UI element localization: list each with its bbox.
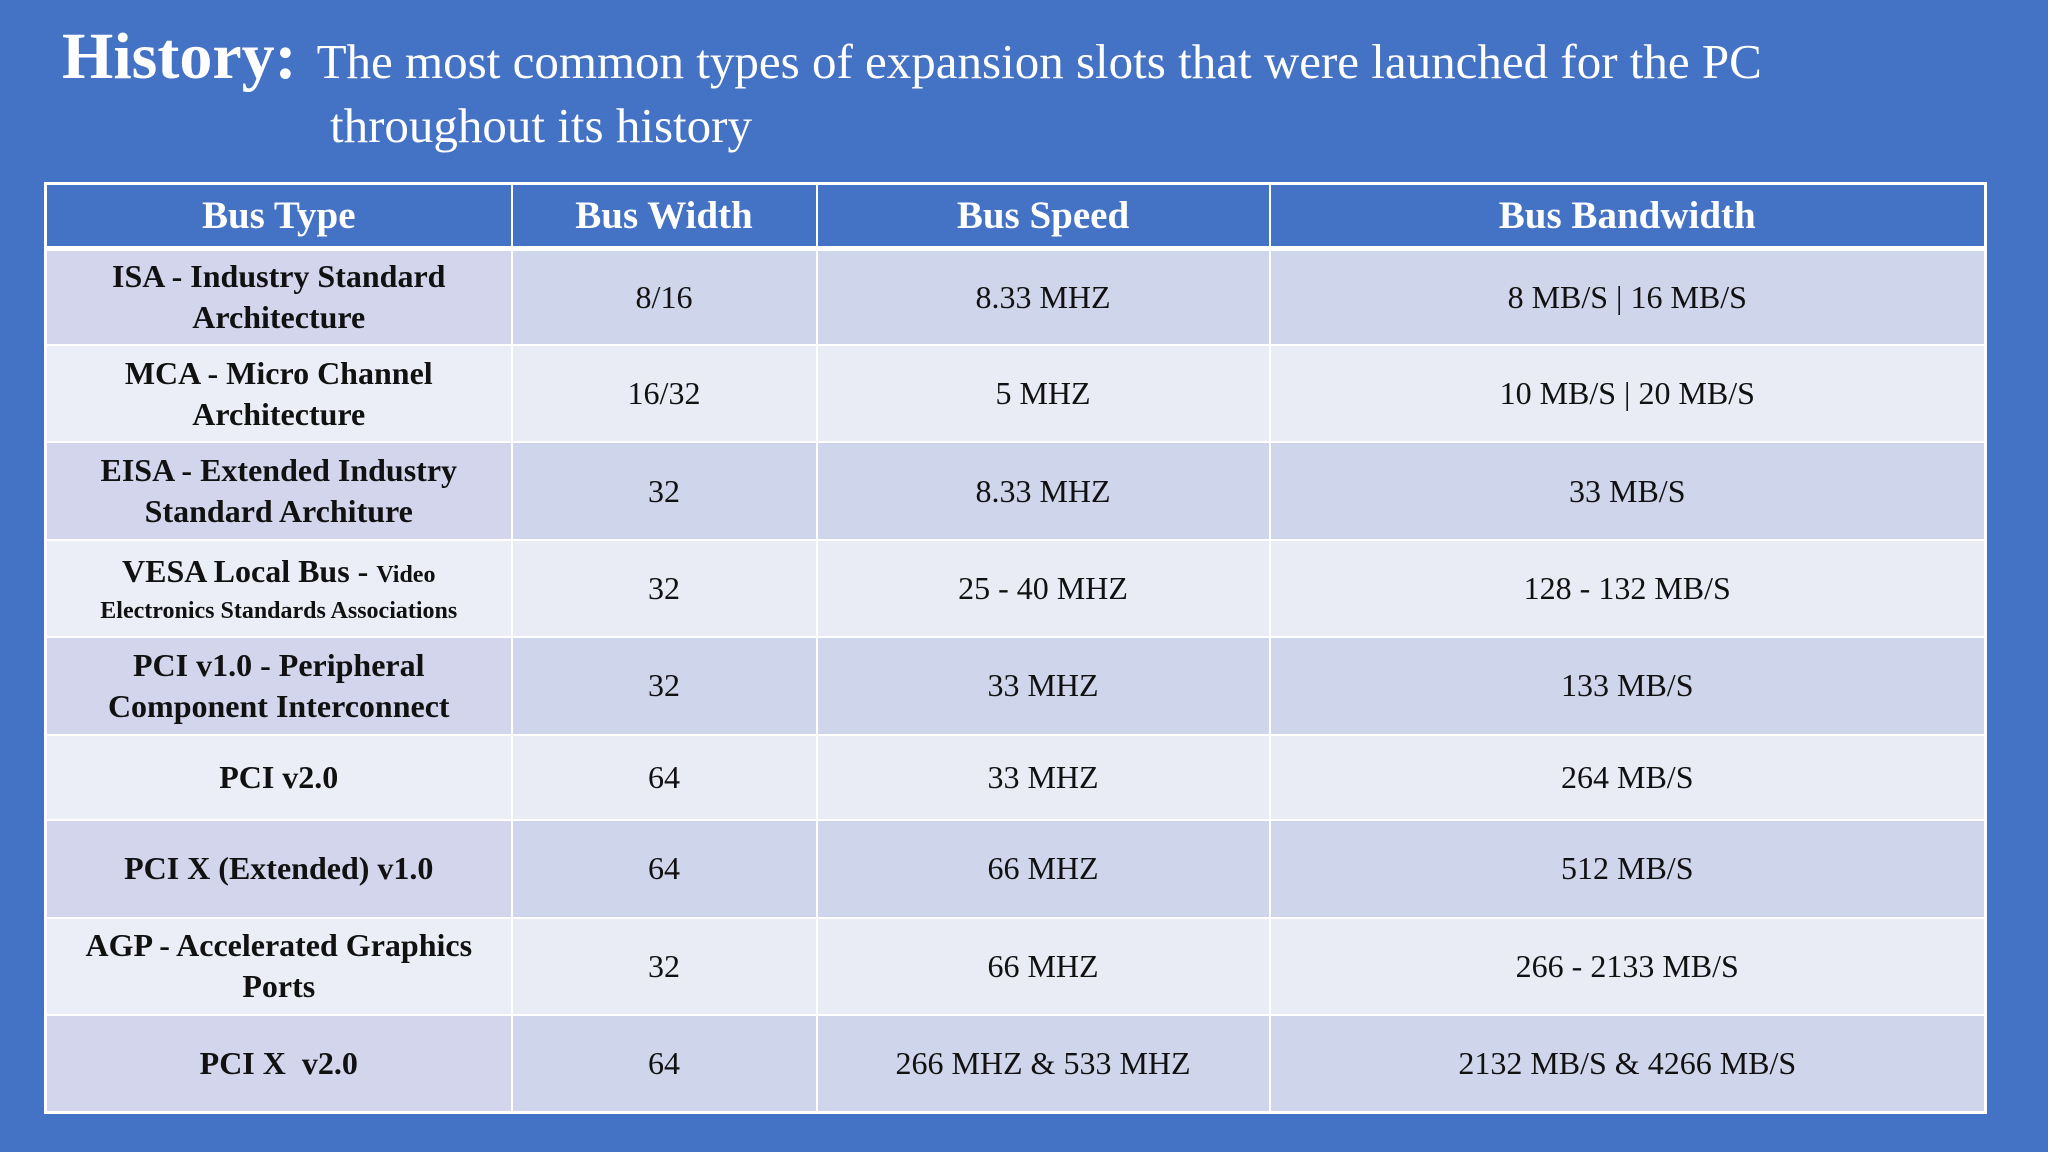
table-row: PCI v2.0 64 33 MHZ 264 MB/S (44, 733, 1987, 822)
bus-type-cell: PCI v1.0 - Peripheral Component Intercon… (44, 636, 513, 736)
bus-width-cell: 64 (510, 733, 818, 822)
bus-bandwidth-cell: 512 MB/S (1268, 819, 1987, 919)
slide-title: History: The most common types of expans… (62, 14, 1962, 156)
bus-speed-cell: 25 - 40 MHZ (815, 538, 1271, 639)
bus-type-line: Standard Architure (144, 493, 413, 530)
table-row: MCA - Micro Channel Architecture 16/32 5… (44, 343, 1987, 444)
bus-type-cell: PCI X (Extended) v1.0 (44, 819, 513, 919)
bus-speed-cell: 33 MHZ (815, 636, 1271, 736)
bus-speed-cell: 8.33 MHZ (815, 441, 1271, 541)
bus-speed-cell: 66 MHZ (815, 819, 1271, 919)
bus-type-line-small: Video (376, 562, 436, 589)
bus-type-cell: MCA - Micro Channel Architecture (44, 343, 513, 444)
bus-width-cell: 64 (510, 819, 818, 919)
expansion-slots-table: Bus Type Bus Width Bus Speed Bus Bandwid… (44, 182, 1987, 1114)
title-description: The most common types of expansion slots… (316, 34, 1762, 89)
title-line: History: The most common types of expans… (62, 14, 1962, 100)
bus-width-cell: 32 (510, 636, 818, 736)
bus-bandwidth-cell: 128 - 132 MB/S (1268, 538, 1987, 639)
table-header-row: Bus Type Bus Width Bus Speed Bus Bandwid… (44, 182, 1987, 251)
bus-type-cell: PCI v2.0 (44, 733, 513, 822)
bus-speed-cell: 66 MHZ (815, 916, 1271, 1016)
bus-type-cell: EISA - Extended Industry Standard Archit… (44, 441, 513, 541)
bus-type-line: PCI v1.0 - Peripheral (133, 646, 425, 683)
bus-bandwidth-cell: 33 MB/S (1268, 441, 1987, 541)
bus-bandwidth-cell: 2132 MB/S & 4266 MB/S (1268, 1013, 1987, 1114)
bus-bandwidth-cell: 10 MB/S | 20 MB/S (1268, 343, 1987, 444)
bus-width-cell: 64 (510, 1013, 818, 1114)
bus-type-line: Component Interconnect (107, 687, 450, 724)
bus-width-cell: 8/16 (510, 247, 818, 346)
bus-type-cell: AGP - Accelerated Graphics Ports (44, 916, 513, 1016)
header-bus-type: Bus Type (44, 182, 513, 251)
bus-type-cell: VESA Local Bus - Video Electronics Stand… (44, 538, 513, 639)
bus-type-cell: ISA - Industry Standard Architecture (44, 247, 513, 346)
bus-speed-cell: 266 MHZ & 533 MHZ (815, 1013, 1271, 1114)
bus-width-cell: 32 (510, 441, 818, 541)
bus-type-line: ISA - Industry Standard (112, 258, 446, 295)
bus-speed-cell: 5 MHZ (815, 343, 1271, 444)
bus-width-cell: 16/32 (510, 343, 818, 444)
bus-type-line: MCA - Micro Channel (124, 354, 433, 391)
bus-type-line: Architecture (192, 395, 366, 432)
table-row: EISA - Extended Industry Standard Archit… (44, 441, 1987, 541)
header-bus-bandwidth: Bus Bandwidth (1268, 182, 1987, 251)
bus-speed-cell: 8.33 MHZ (815, 247, 1271, 346)
table-row: AGP - Accelerated Graphics Ports 32 66 M… (44, 916, 1987, 1016)
bus-bandwidth-cell: 266 - 2133 MB/S (1268, 916, 1987, 1016)
header-bus-width: Bus Width (510, 182, 818, 251)
bus-type-line: Electronics Standards Associations (100, 598, 458, 625)
table-row: PCI X v2.0 64 266 MHZ & 533 MHZ 2132 MB/… (44, 1013, 1987, 1114)
bus-bandwidth-cell: 8 MB/S | 16 MB/S (1268, 247, 1987, 346)
table-row: VESA Local Bus - Video Electronics Stand… (44, 538, 1987, 639)
bus-type-line: AGP - Accelerated Graphics (85, 927, 473, 964)
table-row: PCI v1.0 - Peripheral Component Intercon… (44, 636, 1987, 736)
table-row: ISA - Industry Standard Architecture 8/1… (44, 247, 1987, 346)
bus-speed-cell: 33 MHZ (815, 733, 1271, 822)
bus-width-cell: 32 (510, 538, 818, 639)
bus-width-cell: 32 (510, 916, 818, 1016)
bus-type-cell: PCI X v2.0 (44, 1013, 513, 1114)
bus-type-line: VESA Local Bus - (122, 553, 377, 590)
header-bus-speed: Bus Speed (815, 182, 1271, 251)
title-label: History: (62, 20, 297, 93)
bus-type-line: EISA - Extended Industry (100, 452, 458, 489)
bus-type-line: Ports (242, 968, 316, 1005)
bus-type-line: Architecture (192, 299, 366, 336)
title-description-continued: throughout its history (330, 98, 752, 153)
bus-bandwidth-cell: 264 MB/S (1268, 733, 1987, 822)
table-row: PCI X (Extended) v1.0 64 66 MHZ 512 MB/S (44, 819, 1987, 919)
bus-bandwidth-cell: 133 MB/S (1268, 636, 1987, 736)
